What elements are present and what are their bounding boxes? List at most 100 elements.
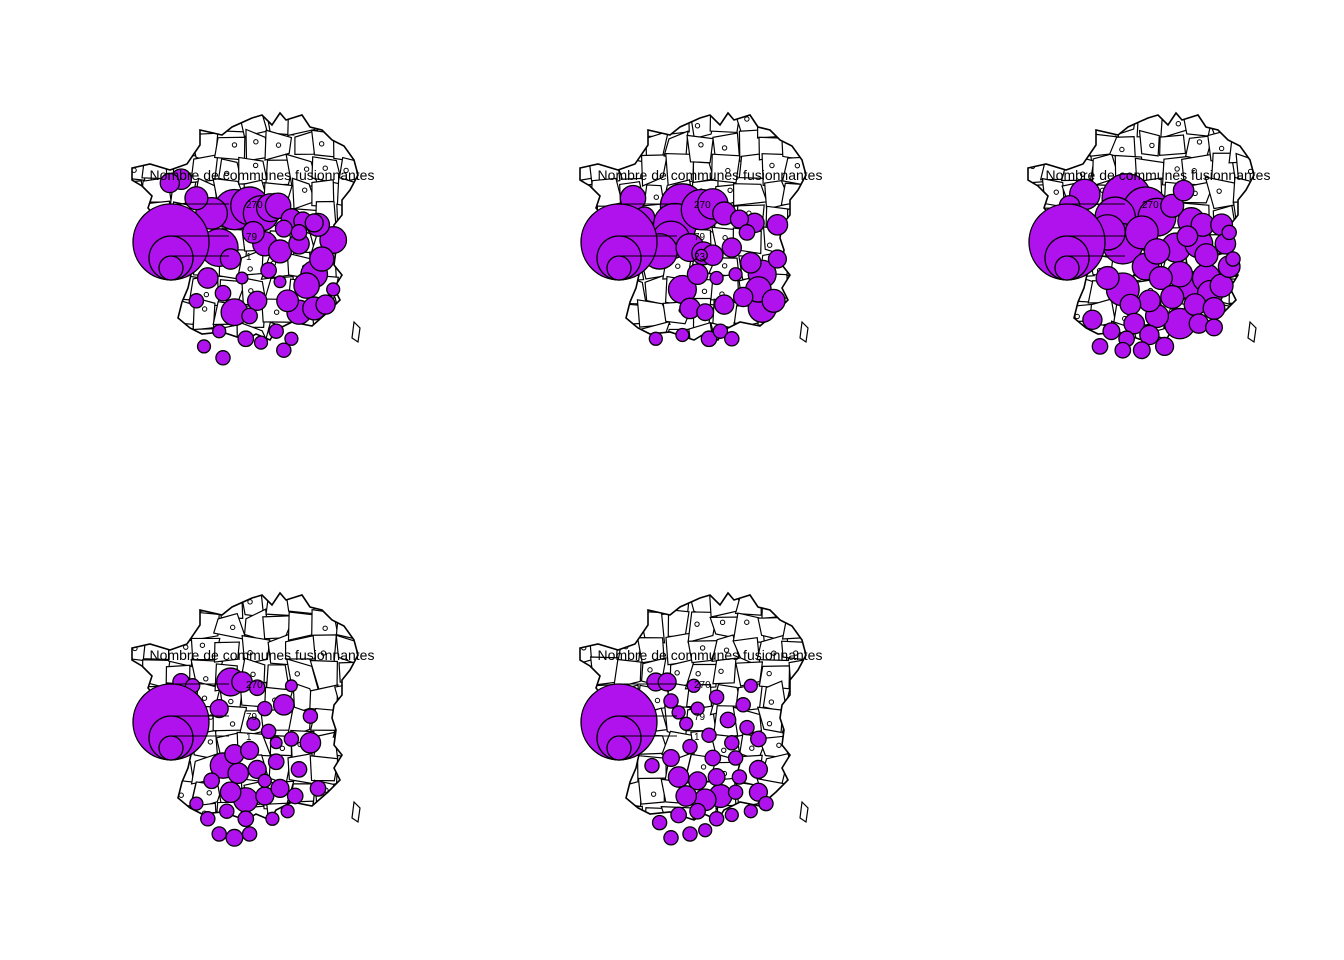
department-shape [132, 616, 150, 644]
department-centroid-dot [319, 816, 325, 820]
bubble-marker [675, 327, 690, 343]
department-centroid-dot [771, 650, 777, 656]
department-centroid-dot [275, 142, 282, 148]
bubble-marker [246, 290, 268, 312]
department-centroid-dot [301, 187, 308, 193]
department-centroid-dot [580, 336, 583, 340]
bubble-marker [701, 727, 717, 743]
department-centroid-dot [160, 619, 166, 625]
bubble-marker [682, 826, 698, 842]
bubble-marker [159, 172, 181, 194]
department-centroid-dot [279, 745, 286, 752]
bubble-marker [766, 213, 789, 236]
department-shape [580, 593, 595, 616]
bubble-marker [276, 289, 300, 313]
bubble-marker [690, 701, 705, 716]
legend-value: 1 [246, 732, 252, 743]
bubble-marker [283, 731, 300, 747]
bubble-marker [731, 769, 748, 785]
department-centroid-dot [607, 767, 613, 774]
bubble-marker [1183, 293, 1207, 317]
department-shape [580, 778, 594, 809]
department-shape [132, 322, 150, 340]
bubble-marker [1082, 309, 1103, 331]
department-centroid-dot [323, 603, 329, 609]
department-centroid-dot [768, 699, 775, 705]
department-shape [636, 299, 671, 328]
size-legend [132, 683, 229, 761]
bubble-marker [196, 267, 219, 289]
department-shape [756, 706, 784, 734]
department-shape [592, 325, 619, 340]
department-centroid-dot [650, 791, 657, 797]
legend-title: Nombre de communes fusionnantes [150, 167, 375, 183]
bubble-marker [713, 294, 735, 315]
department-centroid-dot [1028, 187, 1033, 194]
department-shape [265, 159, 296, 186]
department-centroid-dot [158, 599, 164, 606]
bubble-marker [225, 828, 244, 847]
department-centroid-dot [723, 647, 730, 653]
department-centroid-dot [303, 166, 310, 172]
department-centroid-dot [228, 698, 234, 705]
department-centroid-dot [151, 787, 158, 793]
bubble-marker [299, 731, 322, 754]
department-shape [1041, 326, 1068, 340]
bubble-marker [214, 284, 232, 302]
bubble-marker [743, 804, 758, 819]
department-centroid-dot [647, 667, 653, 673]
legend-title: Nombre de communes fusionnantes [598, 167, 823, 183]
department-centroid-dot [1053, 314, 1060, 320]
bubble-marker [1132, 341, 1151, 360]
department-shape [189, 113, 224, 139]
map-panel-4: Nombre de communes fusionnantes 270 79 1 [131, 591, 374, 847]
department-centroid-dot [199, 642, 206, 648]
department-centroid-dot [247, 266, 253, 272]
department-shape [588, 804, 623, 820]
bubble-marker [188, 293, 205, 309]
department-centroid-dot [1218, 145, 1225, 152]
bubble-marker [719, 711, 737, 729]
bubble-marker [761, 288, 786, 313]
department-centroid-dot [151, 330, 157, 337]
bubble-marker [1102, 322, 1121, 341]
department-shape [141, 776, 174, 811]
department-centroid-dot [1238, 211, 1245, 218]
department-shape [710, 153, 741, 184]
department-shape [132, 180, 145, 204]
bubble-marker [268, 323, 284, 339]
department-shape [1043, 302, 1070, 329]
department-shape [612, 658, 642, 690]
bubble-marker [651, 814, 668, 831]
department-shape [213, 641, 241, 663]
department-centroid-dot [1175, 121, 1182, 127]
department-centroid-dot [1196, 139, 1203, 145]
legend-value: 270 [1142, 200, 1159, 211]
bubble-marker [663, 693, 679, 709]
department-centroid-dot [701, 288, 708, 295]
bubble-marker [290, 761, 308, 778]
department-shape [637, 777, 665, 805]
department-centroid-dot [1174, 166, 1180, 172]
department-centroid-dot [695, 670, 701, 677]
department-shape [580, 135, 600, 160]
bubble-marker [1176, 225, 1199, 248]
department-centroid-dot [580, 767, 587, 774]
department-centroid-dot [770, 594, 776, 601]
bubble-marker [235, 271, 249, 285]
bubble-marker [707, 768, 726, 786]
bubble-marker [1095, 265, 1120, 291]
bubble-marker [272, 693, 295, 716]
department-shape [311, 321, 342, 340]
department-centroid-dot [1216, 188, 1222, 194]
bubble-marker [729, 209, 750, 229]
department-centroid-dot [725, 167, 731, 174]
bubble-marker [696, 303, 715, 322]
bubble-marker [728, 267, 743, 282]
department-shape [142, 113, 176, 135]
bubble-marker [267, 753, 285, 771]
bubble-marker [257, 773, 272, 788]
department-centroid-dot [580, 620, 585, 626]
department-shape [332, 708, 358, 740]
